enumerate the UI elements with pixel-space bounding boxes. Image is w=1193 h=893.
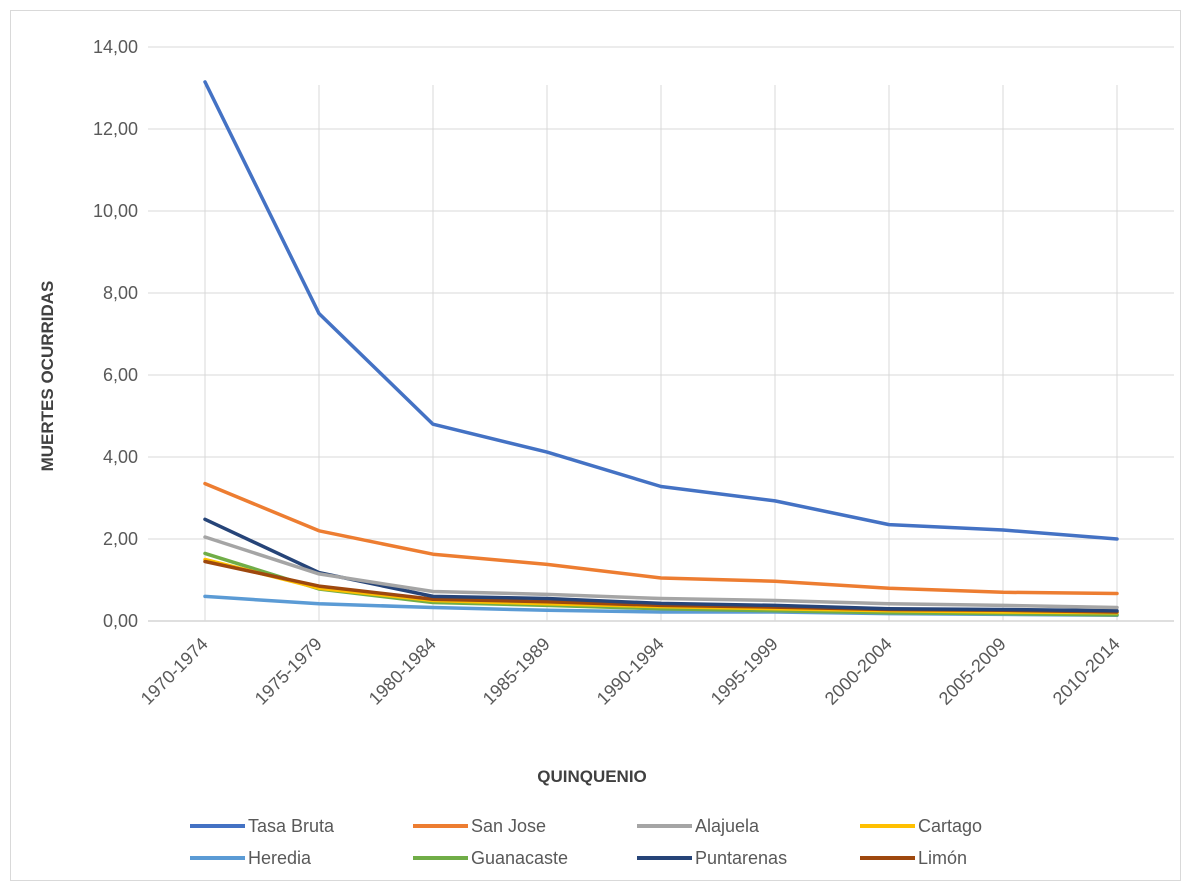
series-line-san-jose [203, 481, 1119, 596]
x-axis-ticks: 1970-1974 1975-1979 1980-1984 1985-1989 1990… [137, 634, 1124, 709]
legend-label: Guanacaste [471, 848, 568, 868]
y-tick-label: 2,00 [103, 529, 138, 549]
y-tick-label: 14,00 [93, 37, 138, 57]
series-line-alajuela [203, 535, 1119, 610]
gridlines [148, 46, 1174, 622]
x-tick-label: 2010-2014 [1049, 634, 1124, 709]
legend-label: Limón [918, 848, 967, 868]
x-tick-label: 1995-1999 [707, 634, 782, 709]
y-tick-label: 8,00 [103, 283, 138, 303]
legend-label: Alajuela [695, 816, 760, 836]
y-tick-label: 4,00 [103, 447, 138, 467]
y-axis-title: MUERTES OCURRIDAS [38, 281, 57, 472]
y-tick-label: 12,00 [93, 119, 138, 139]
y-tick-label: 6,00 [103, 365, 138, 385]
series-lines [203, 80, 1119, 618]
y-axis-ticks: 0,00 2,00 4,00 6,00 8,00 10,00 12,00 14,00 [93, 37, 138, 631]
x-tick-label: 2000-2004 [821, 634, 896, 709]
legend: Tasa Bruta San Jose Alajuela Cartago Heredia… [190, 816, 982, 868]
y-tick-label: 0,00 [103, 611, 138, 631]
y-tick-label: 10,00 [93, 201, 138, 221]
x-tick-label: 2005-2009 [935, 634, 1010, 709]
x-axis-title: QUINQUENIO [537, 767, 647, 786]
legend-label: Puntarenas [695, 848, 787, 868]
x-tick-label: 1975-1979 [251, 634, 326, 709]
x-tick-label: 1990-1994 [593, 634, 668, 709]
legend-label: San Jose [471, 816, 546, 836]
legend-label: Tasa Bruta [248, 816, 335, 836]
x-tick-label: 1985-1989 [479, 634, 554, 709]
legend-label: Heredia [248, 848, 312, 868]
x-tick-label: 1970-1974 [137, 634, 212, 709]
x-tick-label: 1980-1984 [365, 634, 440, 709]
legend-label: Cartago [918, 816, 982, 836]
series-line-tasa-bruta [203, 80, 1119, 541]
